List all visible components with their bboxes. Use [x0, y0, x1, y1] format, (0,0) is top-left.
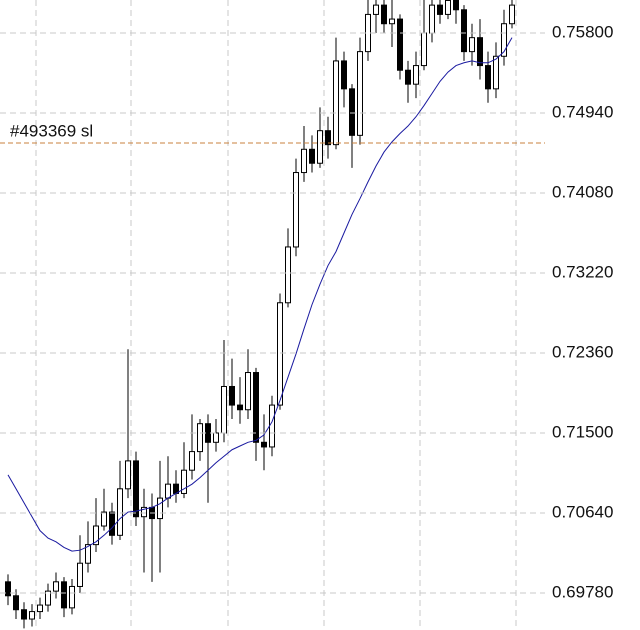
candle-body: [5, 581, 11, 597]
candle-body: [365, 13, 371, 53]
candle-body: [85, 544, 91, 564]
candle-body: [21, 609, 27, 620]
candle-body: [501, 23, 507, 57]
candle-body: [261, 441, 267, 448]
candle-body: [429, 4, 435, 34]
plot-area: [5, 0, 515, 629]
candle-body: [317, 130, 323, 164]
y-tick-label: 0.75800: [552, 23, 613, 42]
candle-body: [421, 32, 427, 67]
candle-body: [373, 4, 379, 15]
y-tick-label: 0.69780: [552, 582, 613, 601]
candle-body: [53, 581, 59, 592]
candle-body: [253, 372, 259, 443]
candle-body: [285, 246, 291, 304]
vertical-grid: [35, 0, 517, 630]
candle-body: [453, 0, 459, 11]
candle-body: [245, 372, 251, 411]
candle-body: [93, 525, 99, 546]
moving-average: [7, 37, 513, 552]
candle-body: [437, 4, 443, 15]
candle-body: [29, 611, 35, 620]
candle-body: [69, 585, 75, 609]
candle-body: [445, 0, 451, 15]
candle-body: [469, 37, 475, 53]
candle-body: [229, 385, 235, 406]
candle-body: [389, 18, 395, 25]
candle-body: [165, 483, 171, 499]
candle-body: [269, 404, 275, 448]
candle-body: [413, 65, 419, 85]
candle-body: [197, 423, 203, 453]
candle-body: [181, 469, 187, 494]
candle-body: [309, 148, 315, 164]
candle-body: [117, 488, 123, 536]
y-tick-label: 0.74080: [552, 182, 613, 201]
candle-body: [213, 432, 219, 443]
candle-body: [341, 60, 347, 90]
candle-body: [37, 604, 43, 613]
stop-loss-label: #493369 sl: [10, 121, 93, 140]
candle-body: [13, 595, 19, 611]
candle-body: [333, 60, 339, 146]
candle-body: [101, 511, 107, 527]
candle-body: [45, 590, 51, 606]
candle-body: [205, 423, 211, 443]
candle-body: [125, 460, 131, 490]
candle-body: [325, 130, 331, 146]
candle-body: [141, 506, 147, 518]
candle-body: [509, 4, 515, 25]
candle-body: [405, 69, 411, 85]
candle-body: [485, 65, 491, 90]
candle-body: [277, 302, 283, 406]
candle-body: [61, 581, 67, 609]
y-tick-label: 0.74940: [552, 102, 613, 121]
candle-body: [221, 385, 227, 434]
y-tick-label: 0.72360: [552, 342, 613, 361]
candle-body: [381, 4, 387, 25]
y-tick-label: 0.73220: [552, 262, 613, 281]
candle-body: [397, 18, 403, 71]
candle-body: [133, 460, 139, 518]
candle-body: [301, 148, 307, 174]
candle-body: [477, 37, 483, 67]
candle-body: [493, 55, 499, 90]
y-tick-label: 0.70640: [552, 502, 613, 521]
candle-body: [293, 172, 299, 248]
candle-body: [109, 511, 115, 536]
candle-body: [77, 562, 83, 587]
candle-body: [461, 9, 467, 53]
candle-body: [357, 51, 363, 136]
candle-body: [237, 404, 243, 411]
candle-body: [157, 497, 163, 520]
candle-body: [349, 88, 355, 136]
y-tick-label: 0.71500: [552, 422, 613, 441]
candle-body: [189, 451, 195, 471]
